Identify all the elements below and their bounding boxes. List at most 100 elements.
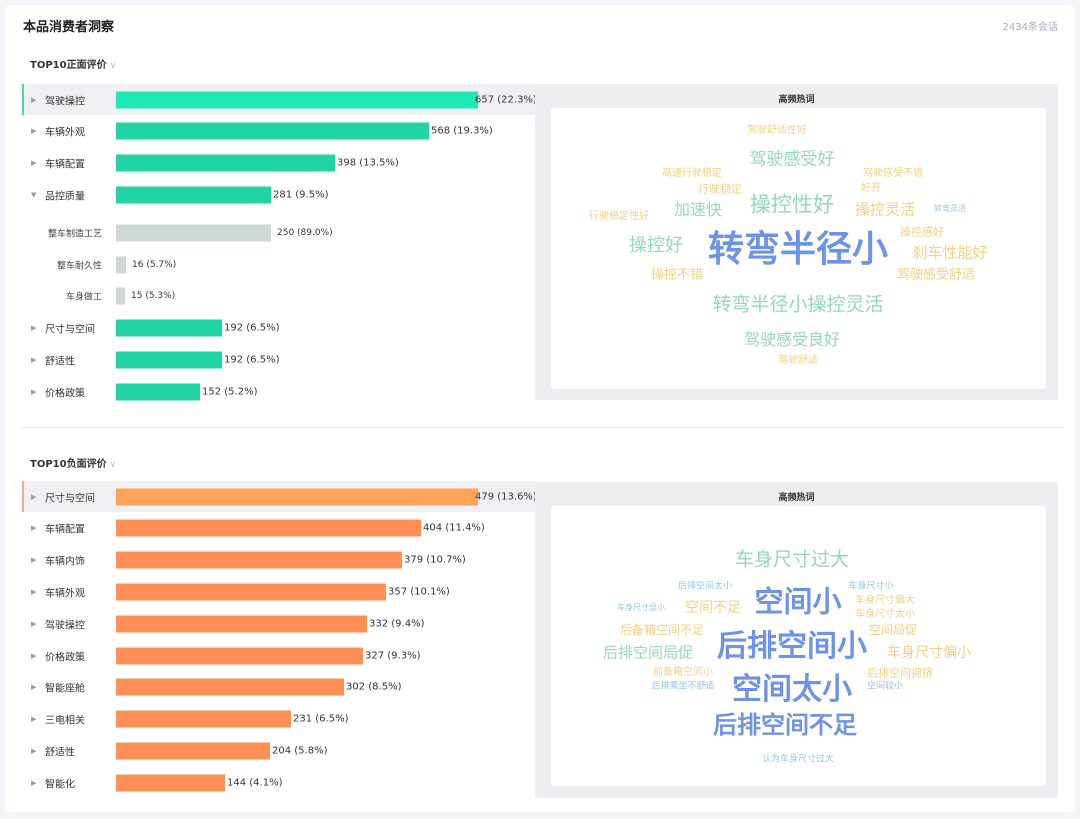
hot-word[interactable]: 驾驶感受舒适 <box>896 267 976 283</box>
topic-row[interactable]: ▶ 驾驶操控 332 (9.4%) <box>22 608 536 639</box>
hot-word[interactable]: 空间不足 <box>685 600 741 616</box>
caret-right-icon[interactable]: ▶ <box>31 683 37 692</box>
caret-right-icon[interactable]: ▶ <box>31 324 37 333</box>
hot-word[interactable]: 车身尺寸偏大 <box>855 595 915 606</box>
caret-right-icon[interactable]: ▶ <box>31 619 37 628</box>
caret-right-icon[interactable]: ▶ <box>31 492 37 501</box>
hot-word[interactable]: 空间局促 <box>868 623 918 637</box>
caret-right-icon[interactable]: ▶ <box>31 159 37 168</box>
topic-bar[interactable] <box>116 91 478 108</box>
topic-row[interactable]: ▶ 车辆内饰 379 (10.7%) <box>22 545 536 576</box>
topic-bar[interactable] <box>116 122 429 140</box>
topic-row[interactable]: ▶ 舒适性 204 (5.8%) <box>22 735 536 766</box>
hot-word[interactable]: 驾驶感受良好 <box>743 330 841 349</box>
topic-bar[interactable] <box>116 488 478 505</box>
topic-bar[interactable] <box>116 742 270 760</box>
caret-right-icon[interactable]: ▶ <box>31 778 37 787</box>
topic-row[interactable]: ▶ 车辆外观 357 (10.1%) <box>22 576 536 607</box>
hot-word[interactable]: 加速快 <box>673 200 723 219</box>
caret-right-icon[interactable]: ▶ <box>31 387 37 396</box>
positive-section-dropdown[interactable]: TOP10正面评价 ∨ <box>30 56 116 71</box>
topic-row[interactable]: ▶ 车辆外观 568 (19.3%) <box>22 116 536 147</box>
caret-right-icon[interactable]: ▶ <box>31 651 37 660</box>
hot-word[interactable]: 驾驶舒适 <box>778 355 818 366</box>
hot-word[interactable]: 前备箱空间小 <box>653 667 713 678</box>
topic-row[interactable]: ▶ 智能化 144 (4.1%) <box>22 767 536 798</box>
topic-bar[interactable] <box>116 319 222 337</box>
topic-bar[interactable] <box>116 583 386 601</box>
caret-right-icon[interactable]: ▶ <box>31 95 37 104</box>
hot-word[interactable]: 后排乘坐不舒适 <box>651 681 715 692</box>
hot-word[interactable]: 行驶稳定性好 <box>589 211 649 222</box>
topic-bar[interactable] <box>116 351 222 369</box>
hot-word[interactable]: 操控不错 <box>650 267 704 283</box>
caret-right-icon[interactable]: ▶ <box>31 587 37 596</box>
hot-word[interactable]: 行驶稳定 <box>698 182 742 196</box>
hot-word[interactable]: 操控灵活 <box>854 200 916 219</box>
topic-row[interactable]: ▶ 智能座舱 302 (8.5%) <box>22 672 536 703</box>
topic-bar[interactable] <box>116 519 421 537</box>
hot-word[interactable]: 刹车性能好 <box>912 243 988 262</box>
topic-row[interactable]: ▶ 价格政策 152 (5.2%) <box>22 376 536 407</box>
topic-row[interactable]: ▶ 尺寸与空间 192 (6.5%) <box>22 313 536 344</box>
topic-row[interactable]: ▶ 驾驶操控 657 (22.3%) <box>22 84 537 115</box>
hot-word[interactable]: 好开 <box>861 183 881 194</box>
hot-word[interactable]: 驾驶舒适性好 <box>747 125 807 136</box>
hot-word[interactable]: 操控性好 <box>750 192 834 217</box>
caret-right-icon[interactable]: ▶ <box>31 127 37 136</box>
topic-row[interactable]: ▶ 三电相关 231 (6.5%) <box>22 704 536 735</box>
caret-right-icon[interactable]: ▶ <box>31 715 37 724</box>
subtopic-bar[interactable] <box>116 224 271 242</box>
topic-row[interactable]: ▼ 品控质量 281 (9.5%) <box>22 179 536 210</box>
hot-word[interactable]: 后排空间太小 <box>677 581 733 592</box>
hot-word[interactable]: 转弯半径小操控灵活 <box>712 293 884 316</box>
topic-bar[interactable] <box>116 615 367 633</box>
hot-word[interactable]: 空间小 <box>754 584 842 619</box>
topic-label: 尺寸与空间 <box>45 324 95 336</box>
subtopic-row[interactable]: 整车耐久性 16 (5.7%) <box>22 249 536 280</box>
topic-bar[interactable] <box>116 678 344 696</box>
hot-word[interactable]: 空间较小 <box>866 681 904 692</box>
subtopic-row[interactable]: 整车制造工艺 250 (89.0%) <box>22 217 536 248</box>
hot-word[interactable]: 车身尺寸过大 <box>734 548 850 571</box>
hot-word[interactable]: 空间太小 <box>732 672 852 707</box>
topic-row[interactable]: ▶ 车辆配置 398 (13.5%) <box>22 148 536 179</box>
hot-word[interactable]: 高速行驶稳定 <box>662 168 722 179</box>
hot-word[interactable]: 转弯灵活 <box>934 204 966 213</box>
topic-row[interactable]: ▶ 价格政策 327 (9.3%) <box>22 640 536 671</box>
hot-word[interactable]: 车身尺寸小 <box>848 581 894 592</box>
topic-row[interactable]: ▶ 尺寸与空间 479 (13.6%) <box>22 481 537 512</box>
caret-right-icon[interactable]: ▶ <box>31 746 37 755</box>
topic-bar[interactable] <box>116 710 291 728</box>
hot-word[interactable]: 操控好 <box>629 235 683 256</box>
topic-bar[interactable] <box>116 647 363 664</box>
negative-section-dropdown[interactable]: TOP10负面评价 ∨ <box>30 455 116 470</box>
hot-word[interactable]: 认为车身尺寸过大 <box>761 754 835 765</box>
hot-word[interactable]: 后排空间不足 <box>713 711 857 739</box>
caret-right-icon[interactable]: ▶ <box>31 355 37 364</box>
hot-word[interactable]: 后排空间拥挤 <box>867 666 933 680</box>
hot-word[interactable]: 转弯半径小 <box>707 229 889 270</box>
subtopic-bar[interactable] <box>116 287 125 305</box>
caret-right-icon[interactable]: ▶ <box>31 524 37 533</box>
topic-row[interactable]: ▶ 车辆配置 404 (11.4%) <box>22 513 536 544</box>
hot-word[interactable]: 车身尺寸偏小 <box>887 645 971 661</box>
subtopic-bar[interactable] <box>116 256 126 273</box>
hot-word[interactable]: 后排空间小 <box>717 629 867 664</box>
caret-right-icon[interactable]: ▶ <box>31 556 37 565</box>
hot-word[interactable]: 驾驶感受好 <box>749 149 835 170</box>
topic-row[interactable]: ▶ 舒适性 192 (6.5%) <box>22 344 536 375</box>
topic-bar[interactable] <box>116 774 225 792</box>
hot-word[interactable]: 后排空间局促 <box>602 643 694 662</box>
hot-word[interactable]: 后备箱空间不足 <box>619 623 705 637</box>
topic-bar[interactable] <box>116 383 200 401</box>
hot-word[interactable]: 车身尺寸太小 <box>855 609 915 620</box>
topic-bar[interactable] <box>116 154 335 172</box>
hot-word[interactable]: 车身尺寸显小 <box>617 603 665 612</box>
hot-word[interactable]: 操控感好 <box>900 225 944 239</box>
caret-down-icon[interactable]: ▼ <box>31 190 37 199</box>
topic-bar[interactable] <box>116 186 271 204</box>
topic-bar[interactable] <box>116 551 402 569</box>
subtopic-row[interactable]: 车身做工 15 (5.3%) <box>22 281 536 312</box>
hot-word[interactable]: 驾驶感受不错 <box>863 168 923 179</box>
